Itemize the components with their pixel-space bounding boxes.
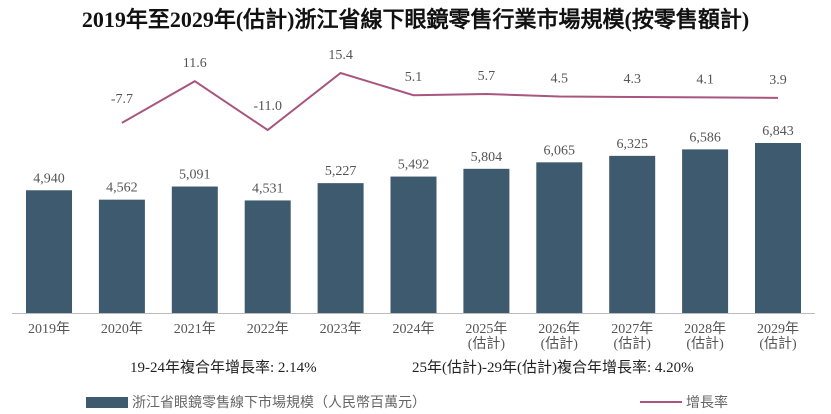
x-tick-label: 2019年 — [28, 321, 70, 337]
cagr-annotation-2025-2029: 25年(估計)-29年(估計)複合年增長率: 4.20% — [412, 360, 694, 376]
bar-value-label: 6,065 — [544, 143, 576, 158]
bar-value-label: 4,531 — [252, 181, 284, 196]
growth-rate-label: 15.4 — [328, 48, 353, 63]
growth-rate-label: 4.3 — [623, 72, 641, 87]
growth-rate-label: 4.5 — [551, 72, 569, 87]
x-tick-label: 2028年 — [684, 321, 726, 337]
growth-rate-label: 3.9 — [769, 73, 787, 88]
bar-value-label: 6,843 — [762, 124, 794, 139]
bar — [682, 149, 729, 313]
bar — [26, 190, 72, 313]
legend-item-bar: 浙江省眼鏡零售線下市場規模（人民幣百萬元） — [86, 392, 426, 412]
legend-label-bar: 浙江省眼鏡零售線下市場規模（人民幣百萬元） — [132, 396, 426, 411]
bar — [536, 162, 583, 313]
x-tick-label: 2027年 — [611, 321, 653, 337]
cagr-annotation-2019-2024: 19-24年複合年增長率: 2.14% — [130, 360, 317, 376]
growth-rate-line — [121, 71, 779, 132]
bar-value-label: 5,091 — [179, 168, 211, 183]
bar — [390, 176, 437, 313]
legend-label-line: 增長率 — [686, 396, 728, 411]
growth-rate-label: -11.0 — [253, 99, 282, 114]
bar — [609, 155, 656, 313]
bar-value-label: 6,325 — [616, 137, 648, 152]
x-tick-label: (估計) — [541, 336, 579, 352]
bar-value-label: 6,586 — [689, 130, 721, 145]
x-tick-label: (估計) — [686, 336, 724, 352]
x-tick-label: 2023年 — [320, 321, 362, 337]
growth-rate-label: 5.1 — [405, 70, 423, 85]
x-tick-label: 2025年 — [465, 321, 507, 337]
x-tick-label: 2024年 — [393, 321, 435, 337]
growth-rate-label: 5.7 — [478, 69, 496, 84]
x-tick-label: 2021年 — [174, 321, 216, 337]
growth-rate-label: 4.1 — [696, 72, 714, 87]
legend-swatch-line — [640, 401, 682, 403]
bar-value-label: 4,940 — [33, 171, 65, 186]
growth-rate-label: 11.6 — [183, 56, 207, 71]
bar-value-label: 5,804 — [471, 150, 503, 165]
x-tick-label: 2020年 — [101, 321, 143, 337]
bar — [98, 199, 145, 313]
legend-item-line: 增長率 — [640, 392, 728, 412]
bar — [755, 143, 801, 313]
x-tick-label: 2026年 — [538, 321, 580, 337]
bar-value-label: 5,227 — [325, 164, 357, 179]
legend-swatch-bar — [86, 396, 128, 408]
bar — [244, 200, 291, 313]
x-tick-label: (估計) — [468, 336, 506, 352]
growth-rate-label: -7.7 — [111, 92, 133, 107]
bar — [463, 168, 510, 313]
bar — [317, 183, 364, 313]
x-tick-label: (估計) — [614, 336, 652, 352]
x-tick-label: (估計) — [759, 336, 797, 352]
bar — [171, 186, 218, 313]
x-tick-label: 2022年 — [247, 321, 289, 337]
x-tick-label: 2029年 — [757, 321, 799, 337]
bar-value-label: 4,562 — [106, 181, 138, 196]
chart-title: 2019年至2029年(估計)浙江省線下眼鏡零售行業市場規模(按零售額計) — [81, 7, 750, 32]
bar-value-label: 5,492 — [398, 158, 430, 173]
